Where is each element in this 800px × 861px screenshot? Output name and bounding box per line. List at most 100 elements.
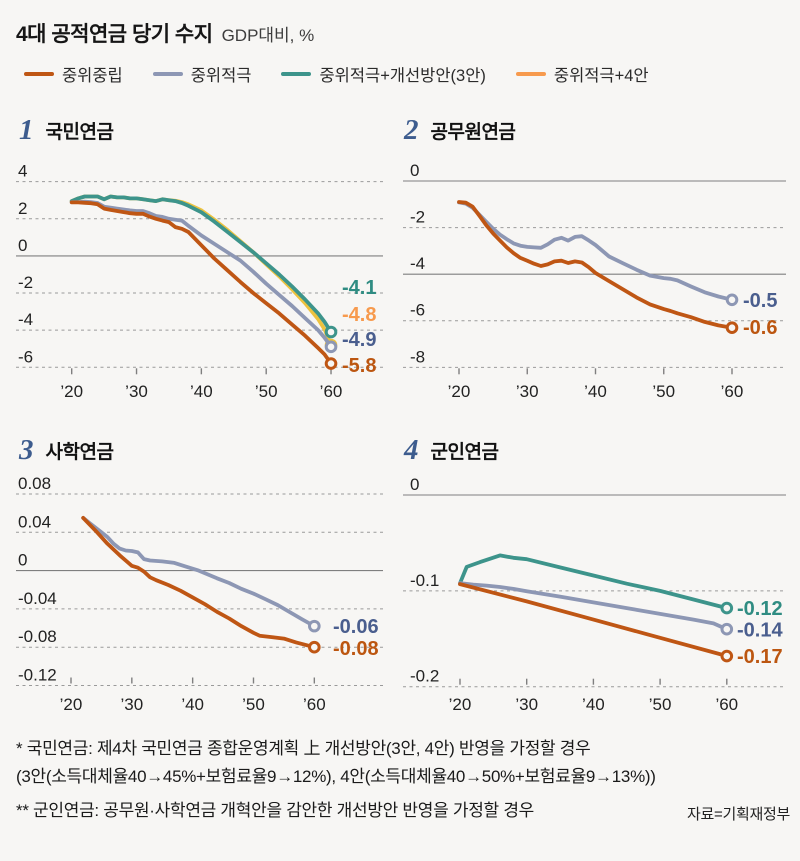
chart-4-xtick-label: ’30 — [515, 695, 538, 714]
legend-item-plan4: 중위적극+4안 — [515, 62, 649, 86]
legend-label-active: 중위적극 — [190, 67, 252, 85]
chart-3-xtick-label: ’30 — [120, 695, 143, 714]
chart-1-ytick-label: 0 — [18, 236, 27, 255]
chart-3-xtick-label: ’50 — [242, 695, 265, 714]
source-credit: 자료=기획재정부 — [687, 806, 790, 823]
chart-1-line-plan3 — [69, 194, 333, 334]
chart-3-ytick-label: -0.08 — [18, 627, 57, 646]
chart-3-line-active — [81, 516, 317, 628]
chart-3-ytick-label: -0.04 — [18, 589, 57, 608]
legend-swatch-plan3 — [281, 72, 312, 76]
footnote-2: (3안(소득대체율40→45%+보험료율9→12%), 4안(소득대체율40→5… — [16, 767, 656, 786]
page-subtitle: GDP대비, % — [221, 26, 315, 45]
chart-3-end-dot-neutral — [308, 640, 321, 654]
chart-1-end-dot-plan3 — [324, 325, 338, 339]
chart-3-ytick-label: 0.08 — [18, 474, 51, 493]
chart-3-ytick-label: -0.12 — [18, 666, 57, 685]
legend-swatch-plan4 — [515, 72, 546, 76]
chart-2-ytick-label: 0 — [410, 161, 419, 180]
chart-2-xtick-label: ’30 — [516, 382, 539, 401]
chart-3-xtick-label: ’60 — [303, 695, 326, 714]
chart-2-xtick-label: ’50 — [652, 382, 675, 401]
chart-2-end-dot-neutral — [725, 321, 739, 335]
chart-1-end-dot-active — [324, 340, 338, 354]
chart-2-xtick-label: ’40 — [584, 382, 607, 401]
chart-1-end-label-neutral: -5.8 — [342, 355, 376, 377]
chart-4-end-dot-neutral — [720, 649, 734, 663]
chart-1-header: 1 국민연금 — [19, 114, 114, 146]
chart-4-xtick-label: ’40 — [582, 695, 605, 714]
chart-4-ytick-label: -0.1 — [410, 571, 439, 590]
chart-1-ytick-label: 4 — [18, 162, 27, 181]
chart-1-ytick-label: -6 — [18, 347, 33, 366]
chart-1-xtick-label: ’60 — [320, 382, 343, 401]
chart-1-end-label-plan4: -4.8 — [342, 304, 376, 326]
chart-2-line-neutral — [457, 200, 734, 330]
chart-3-title: 사학연금 — [45, 442, 114, 463]
chart-1-xtick-label: ’30 — [125, 382, 148, 401]
chart-3-xtick-label: ’40 — [181, 695, 204, 714]
chart-2-end-label-active: -0.5 — [743, 290, 777, 312]
chart-2-number: 2 — [404, 114, 419, 146]
page-title: 4대 공적연금 당기 수지 — [16, 23, 213, 46]
chart-1-ytick-label: -2 — [18, 273, 33, 292]
chart-3-number: 3 — [19, 434, 34, 466]
chart-4-line-plan3 — [458, 553, 729, 610]
chart-4-xtick-label: ’20 — [449, 695, 472, 714]
chart-1-ytick-label: 2 — [18, 199, 27, 218]
chart-3-end-dot-active — [308, 619, 321, 633]
chart-1-title: 국민연금 — [45, 122, 114, 143]
chart-2-xtick-label: ’60 — [721, 382, 744, 401]
chart-1-xtick-label: ’40 — [190, 382, 213, 401]
chart-2-end-label-neutral: -0.6 — [743, 317, 777, 339]
header: 4대 공적연금 당기 수지 GDP대비, % — [16, 18, 314, 48]
chart-4-end-label-neutral: -0.17 — [737, 646, 783, 668]
legend-label-neutral: 중위중립 — [62, 67, 123, 85]
chart-3-line-neutral — [81, 516, 317, 650]
chart-3-end-label-active: -0.06 — [333, 616, 379, 638]
footnote-1: * 국민연금: 제4차 국민연금 종합운영계획 上 개선방안(3안, 4안) 반… — [16, 739, 591, 758]
legend-swatch-active — [152, 72, 183, 76]
legend: 중위중립 중위적극 중위적극+개선방안(3안) 중위적극+4안 — [24, 62, 649, 86]
footnotes: * 국민연금: 제4차 국민연금 종합운영계획 上 개선방안(3안, 4안) 반… — [16, 735, 788, 825]
chart-2-ytick-label: -2 — [410, 208, 425, 227]
legend-label-plan4: 중위적극+4안 — [553, 67, 649, 85]
chart-2-xtick-label: ’20 — [448, 382, 471, 401]
chart-3-ytick-label: 0 — [18, 551, 27, 570]
chart-3-end-label-neutral: -0.08 — [333, 638, 379, 660]
chart-4-ytick-label: -0.2 — [410, 667, 439, 686]
chart-2-ytick-label: -8 — [410, 347, 425, 366]
chart-4-title: 군인연금 — [430, 442, 499, 463]
footnote-3: ** 군인연금: 공무원·사학연금 개혁안을 감안한 개선방안 반영을 가정할 … — [16, 801, 535, 820]
chart-1-line-neutral — [69, 200, 333, 366]
chart-4-end-dot-active — [720, 622, 734, 636]
chart-3-ytick-label: 0.04 — [18, 512, 51, 531]
chart-2-title: 공무원연금 — [430, 122, 516, 143]
chart-3-header: 3 사학연금 — [19, 434, 114, 466]
legend-label-plan3: 중위적극+개선방안(3안) — [319, 67, 486, 85]
chart-1-end-dot-neutral — [324, 357, 338, 370]
chart-1-end-label-active: -4.9 — [342, 329, 376, 351]
chart-4-line-active — [458, 581, 729, 632]
chart-4-line-neutral — [458, 582, 729, 658]
chart-1-xtick-label: ’50 — [255, 382, 278, 401]
chart-1-ytick-label: -4 — [18, 310, 33, 329]
chart-4-xtick-label: ’60 — [715, 695, 738, 714]
chart-2-header: 2 공무원연금 — [404, 114, 516, 146]
chart-2-ytick-label: -6 — [410, 301, 425, 320]
chart-3-xtick-label: ’20 — [60, 695, 83, 714]
chart-4-end-dot-plan3 — [720, 601, 734, 615]
legend-swatch-neutral — [24, 72, 54, 76]
chart-1-number: 1 — [19, 114, 34, 146]
legend-item-active: 중위적극 — [152, 62, 252, 86]
legend-item-neutral: 중위중립 — [24, 62, 123, 86]
chart-4-xtick-label: ’50 — [649, 695, 672, 714]
chart-4-ytick-label: 0 — [410, 475, 419, 494]
chart-2-end-dot-active — [725, 293, 739, 307]
chart-4-header: 4 군인연금 — [404, 434, 499, 466]
chart-4-number: 4 — [404, 434, 419, 466]
chart-2-ytick-label: -4 — [410, 254, 425, 273]
chart-4-end-label-active: -0.14 — [737, 620, 783, 642]
